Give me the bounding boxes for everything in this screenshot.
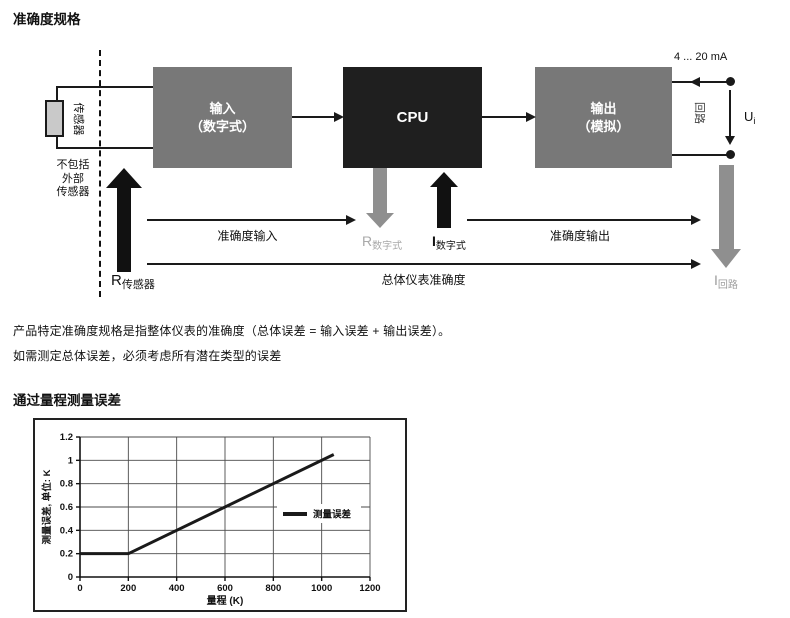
r-digital-arrow-shaft bbox=[373, 168, 387, 214]
r-sensor-sub: 传感器 bbox=[121, 279, 155, 291]
section-title-measurement-error: 通过量程测量误差 bbox=[13, 393, 121, 408]
input-block-line2: （数字式） bbox=[189, 118, 255, 134]
input-block: 输入 （数字式） bbox=[153, 67, 292, 168]
accuracy-input-label: 准确度输入 bbox=[217, 229, 278, 243]
i-loop-base: I bbox=[714, 272, 718, 288]
accuracy-output-arrowhead-icon bbox=[691, 215, 701, 225]
x-tick-label: 600 bbox=[217, 583, 233, 594]
sensor-wire-top bbox=[56, 86, 153, 88]
external-sensor-note: 不包括 外部 传感器 bbox=[40, 159, 106, 200]
r-digital-arrowhead-icon bbox=[366, 213, 394, 228]
voltage-label: Ui bbox=[744, 108, 755, 126]
y-tick-label: 0.2 bbox=[60, 549, 73, 560]
loop-node-top bbox=[726, 77, 735, 86]
i-loop-label: I回路 bbox=[714, 272, 738, 291]
y-tick-label: 0.8 bbox=[60, 479, 73, 490]
i-digital-sub: 数字式 bbox=[435, 241, 466, 252]
x-tick-label: 200 bbox=[120, 583, 136, 594]
y-tick-label: 0.4 bbox=[60, 525, 74, 536]
voltage-label-base: U bbox=[744, 109, 754, 124]
i-digital-label: I数字式 bbox=[432, 233, 466, 252]
i-digital-arrowhead-icon bbox=[430, 172, 458, 187]
r-sensor-arrow-shaft bbox=[117, 187, 131, 272]
sensor-label: 传感器 bbox=[72, 102, 84, 136]
paragraph-overall-error: 产品特定准确度规格是指整体仪表的准确度（总体误差 = 输入误差 + 输出误差）。 bbox=[13, 324, 451, 338]
input-to-cpu-arrowhead-icon bbox=[334, 112, 344, 122]
x-axis-title: 量程 (K) bbox=[207, 594, 244, 607]
x-tick-label: 1000 bbox=[311, 583, 332, 594]
loop-label: 回路 bbox=[693, 102, 705, 124]
sensor-wire-bottom bbox=[56, 147, 153, 149]
accuracy-input-arrowhead-icon bbox=[346, 215, 356, 225]
loop-node-bottom bbox=[726, 150, 735, 159]
sensor-wire-bottom-rise bbox=[56, 134, 58, 149]
r-digital-base: R bbox=[362, 233, 373, 249]
legend-entry: 测量误差 bbox=[313, 509, 352, 521]
y-tick-label: 0 bbox=[68, 572, 73, 583]
y-axis-title: 测量误差, 单位: K bbox=[41, 469, 53, 544]
accuracy-output-label: 准确度输出 bbox=[549, 229, 610, 243]
measurement-error-chart: 0 200 400 600 800 1000 1200 0 0.2 0.4 0.6 0.8 1 1.2 测量… bbox=[33, 418, 407, 612]
output-block: 输出 （模拟） bbox=[535, 67, 672, 168]
legend-box bbox=[277, 504, 361, 523]
overall-accuracy-arrowhead-icon bbox=[691, 259, 701, 269]
voltage-arrowhead-icon bbox=[725, 136, 735, 145]
accuracy-input-line bbox=[147, 219, 348, 221]
voltage-label-sub: i bbox=[753, 116, 756, 126]
input-block-line1: 输入 bbox=[209, 100, 236, 116]
cpu-to-output-arrowhead-icon bbox=[526, 112, 536, 122]
page-title: 准确度规格 bbox=[13, 12, 81, 27]
output-block-line2: （模拟） bbox=[577, 118, 630, 134]
sensor-element bbox=[45, 100, 64, 137]
i-digital-arrow-shaft bbox=[437, 186, 451, 228]
x-tick-label: 1200 bbox=[359, 583, 380, 594]
y-tick-label: 1.2 bbox=[60, 432, 73, 443]
r-digital-label: R数字式 bbox=[362, 233, 403, 252]
overall-accuracy-line bbox=[147, 263, 693, 265]
cpu-block-label: CPU bbox=[396, 108, 429, 126]
boundary-dashed-line bbox=[99, 50, 101, 297]
loop-top-line bbox=[672, 81, 730, 83]
i-loop-arrow-shaft bbox=[719, 165, 734, 250]
note-line-2: 外部 bbox=[62, 172, 84, 185]
r-sensor-arrowhead-icon bbox=[106, 168, 142, 188]
x-tick-label: 400 bbox=[169, 583, 185, 594]
y-tick-label: 1 bbox=[68, 455, 74, 466]
r-sensor-label: R传感器 bbox=[111, 272, 155, 291]
r-sensor-base: R bbox=[111, 272, 122, 289]
overall-accuracy-label: 总体仪表准确度 bbox=[381, 273, 466, 287]
accuracy-output-line bbox=[467, 219, 693, 221]
i-digital-base: I bbox=[432, 233, 436, 249]
y-tick-label: 0.6 bbox=[60, 502, 73, 513]
note-line-3: 传感器 bbox=[56, 186, 90, 198]
series-line bbox=[80, 453, 335, 556]
x-tick-label: 0 bbox=[77, 583, 82, 594]
input-to-cpu-line bbox=[292, 116, 335, 118]
i-loop-arrowhead-icon bbox=[711, 249, 741, 268]
sensor-wire-top-drop bbox=[56, 86, 58, 102]
current-range-label: 4 ... 20 mA bbox=[674, 51, 728, 63]
r-digital-sub: 数字式 bbox=[372, 241, 403, 252]
output-block-line1: 输出 bbox=[590, 100, 617, 116]
x-tick-label: 800 bbox=[265, 583, 281, 594]
i-loop-sub: 回路 bbox=[717, 280, 738, 291]
loop-top-arrowhead-icon bbox=[690, 77, 700, 87]
chart-canvas: 0 200 400 600 800 1000 1200 0 0.2 0.4 0.6 0.8 1 1.2 测量… bbox=[41, 432, 381, 607]
note-line-1: 不包括 bbox=[56, 159, 90, 171]
paragraph-error-types: 如需测定总体误差，必须考虑所有潜在类型的误差 bbox=[13, 349, 282, 363]
cpu-block: CPU bbox=[343, 67, 482, 168]
cpu-to-output-line bbox=[482, 116, 527, 118]
voltage-arrow-line bbox=[729, 90, 731, 137]
loop-bottom-line bbox=[672, 154, 727, 156]
